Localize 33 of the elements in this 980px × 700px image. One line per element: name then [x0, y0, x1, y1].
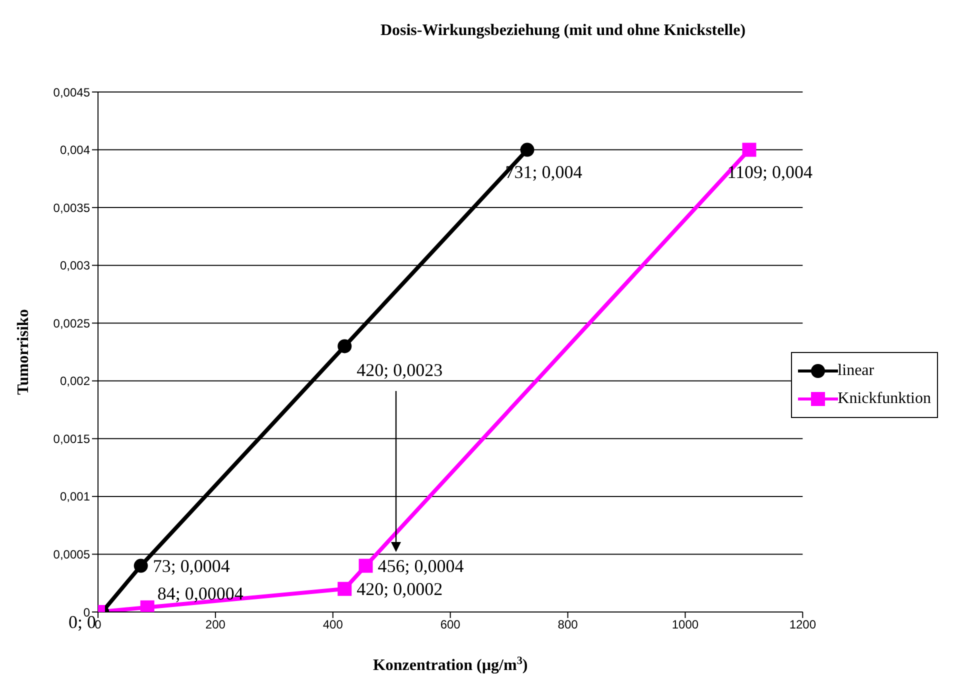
point: [134, 558, 148, 573]
chart-title: Dosis-Wirkungsbeziehung (mit und ohne Knickstelle): [379, 21, 747, 41]
y-tick-label: 0,004: [60, 143, 90, 158]
point: [742, 142, 756, 157]
y-tick-label: 0,001: [60, 490, 90, 504]
y-axis-title: Tumorrisiko: [15, 309, 32, 395]
y-tick-label: 0,0025: [53, 316, 90, 330]
y-tick-label: 0,003: [60, 258, 90, 273]
x-tick-label: 600: [440, 618, 461, 632]
data-label: 1109; 0,004: [727, 162, 813, 182]
y-tick-label: 0,002: [60, 374, 90, 388]
y-tick-label: 0,0015: [53, 432, 90, 446]
x-tick-label: 0: [94, 618, 102, 632]
data-label: 420; 0,0023: [356, 360, 443, 380]
y-tick-label: 0,0035: [53, 200, 90, 215]
x-tick-label: 400: [322, 618, 344, 632]
x-tick-label: 800: [558, 618, 578, 632]
data-label: 73; 0,0004: [152, 556, 230, 576]
point: [520, 142, 534, 157]
data-label: 420; 0,0002: [356, 578, 443, 599]
point: [338, 339, 352, 354]
x-tick-label: 200: [205, 618, 226, 632]
y-tick-label: 0,0005: [53, 547, 90, 562]
x-tick-label: 1200: [789, 618, 816, 632]
data-label: 84; 0,00004: [157, 583, 244, 604]
legend-label: Knickfunktion: [838, 390, 931, 408]
data-label: 456; 0,0004: [378, 556, 464, 576]
legend-label: linear: [838, 362, 874, 380]
x-tick-label: 1000: [672, 618, 699, 632]
point: [338, 582, 352, 596]
x-axis-title: Konzentration (µg/m$^{3}$): [372, 655, 528, 674]
point: [358, 558, 373, 573]
y-tick-label: 0,0045: [53, 85, 90, 100]
